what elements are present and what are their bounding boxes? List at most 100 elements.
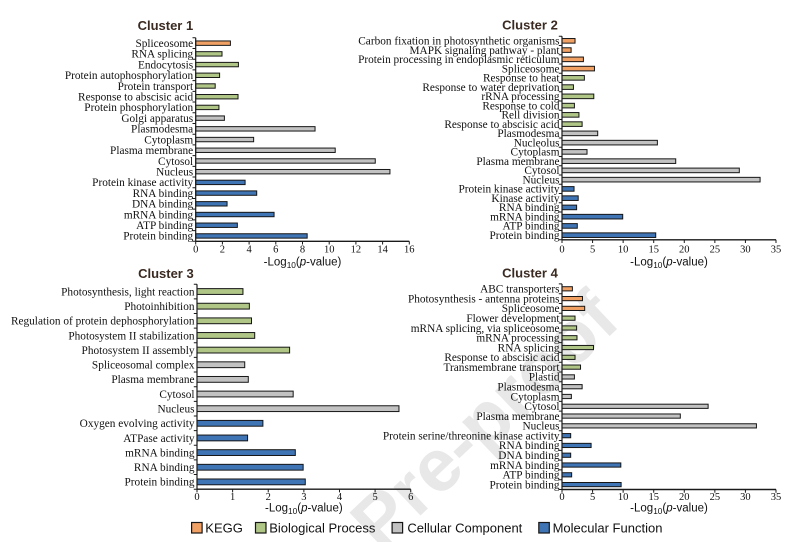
svg-text:RNA splicing: RNA splicing <box>498 342 560 354</box>
svg-text:Spliceosomal complex: Spliceosomal complex <box>92 360 195 372</box>
svg-text:Cytoplasm: Cytoplasm <box>144 134 193 146</box>
svg-text:2: 2 <box>266 492 271 503</box>
svg-text:3: 3 <box>301 492 306 503</box>
svg-text:Response to abscisic acid: Response to abscisic acid <box>444 119 559 131</box>
svg-text:2: 2 <box>220 244 225 255</box>
svg-text:4: 4 <box>337 492 343 503</box>
svg-text:Response to abscisic acid: Response to abscisic acid <box>444 352 559 364</box>
svg-text:25: 25 <box>710 492 721 503</box>
svg-text:5: 5 <box>590 244 595 255</box>
svg-text:8: 8 <box>300 244 305 255</box>
svg-text:Response to water deprivation: Response to water deprivation <box>422 82 559 94</box>
svg-text:ATPase activity: ATPase activity <box>123 433 195 445</box>
svg-text:Oxygen evolving activity: Oxygen evolving activity <box>80 418 195 430</box>
svg-text:20: 20 <box>679 492 690 503</box>
svg-text:Nucleus: Nucleus <box>156 166 193 178</box>
svg-text:25: 25 <box>710 244 721 255</box>
svg-text:0: 0 <box>193 244 198 255</box>
svg-text:Cluster 1: Cluster 1 <box>138 18 194 33</box>
svg-text:Plasmodesma: Plasmodesma <box>497 128 559 140</box>
svg-text:Response to abscisic acid: Response to abscisic acid <box>78 92 193 104</box>
svg-text:Photosystem II stabilization: Photosystem II stabilization <box>68 330 194 342</box>
svg-text:16: 16 <box>404 244 415 255</box>
svg-text:Cytoplasm: Cytoplasm <box>511 391 560 403</box>
svg-text:Protein binding: Protein binding <box>125 477 195 489</box>
svg-text:mRNA binding: mRNA binding <box>125 447 195 459</box>
svg-text:RNA binding: RNA binding <box>499 202 560 214</box>
svg-text:Carbon fixation in photosynthe: Carbon fixation in photosynthetic organi… <box>358 36 559 48</box>
svg-text:Spliceosome: Spliceosome <box>502 303 560 315</box>
svg-text:mRNA splicing, via spliceosome: mRNA splicing, via spliceosome <box>411 323 560 335</box>
svg-text:Cluster 2: Cluster 2 <box>502 18 558 33</box>
svg-text:mRNA processing: mRNA processing <box>476 333 560 345</box>
svg-text:Rell division: Rell division <box>501 110 559 122</box>
svg-text:30: 30 <box>740 492 751 503</box>
svg-text:Plastid: Plastid <box>529 372 560 384</box>
svg-text:0: 0 <box>559 492 564 503</box>
svg-text:-Log10(p-value): -Log10(p-value) <box>630 503 708 517</box>
svg-text:RNA splicing: RNA splicing <box>131 49 193 61</box>
svg-text:Protein kinase activity: Protein kinase activity <box>92 177 193 189</box>
svg-text:Plasma membrane: Plasma membrane <box>476 411 559 423</box>
svg-text:Nucleus: Nucleus <box>522 174 559 186</box>
svg-text:Nucleus: Nucleus <box>522 421 559 433</box>
svg-text:Cluster 3: Cluster 3 <box>138 266 194 281</box>
svg-text:15: 15 <box>648 244 659 255</box>
svg-text:20: 20 <box>679 244 690 255</box>
svg-text:Protein serine/threonine kinas: Protein serine/threonine kinase activity <box>383 430 560 442</box>
svg-text:Nucleus: Nucleus <box>157 403 194 415</box>
svg-text:0: 0 <box>559 244 564 255</box>
svg-text:rRNA processing: rRNA processing <box>481 91 559 103</box>
svg-text:Plasmodesma: Plasmodesma <box>131 124 193 136</box>
svg-text:6: 6 <box>408 492 413 503</box>
svg-text:Plasmodesma: Plasmodesma <box>497 382 559 394</box>
svg-text:DNA binding: DNA binding <box>498 450 560 462</box>
svg-text:Flower development: Flower development <box>466 313 560 325</box>
svg-text:Plasma membrane: Plasma membrane <box>476 156 559 168</box>
svg-text:10: 10 <box>618 492 629 503</box>
svg-text:Transmembrane transport: Transmembrane transport <box>444 362 561 374</box>
svg-text:ABC transporters: ABC transporters <box>480 284 559 296</box>
svg-text:Protein autophosphorylation: Protein autophosphorylation <box>65 70 194 82</box>
svg-text:Cluster 4: Cluster 4 <box>502 266 558 281</box>
svg-text:0: 0 <box>194 492 199 503</box>
svg-text:Endocytosis: Endocytosis <box>138 59 193 71</box>
svg-text:Cytosol: Cytosol <box>524 401 559 413</box>
svg-text:DNA binding: DNA binding <box>132 199 194 211</box>
svg-text:-Log10(p-value): -Log10(p-value) <box>630 256 708 270</box>
svg-text:Spliceosome: Spliceosome <box>502 63 560 75</box>
svg-text:30: 30 <box>740 244 751 255</box>
svg-text:35: 35 <box>771 244 782 255</box>
svg-text:10: 10 <box>618 244 629 255</box>
svg-text:Biological Process: Biological Process <box>269 520 376 535</box>
svg-text:Golgi apparatus: Golgi apparatus <box>121 113 193 125</box>
svg-text:ATP binding: ATP binding <box>136 220 193 232</box>
svg-text:Molecular Function: Molecular Function <box>553 520 663 535</box>
svg-text:mRNA binding: mRNA binding <box>124 209 194 221</box>
svg-text:Regulation of protein dephosph: Regulation of protein dephosphorylation <box>11 316 195 328</box>
svg-text:Protein binding: Protein binding <box>490 230 560 242</box>
svg-text:12: 12 <box>351 244 362 255</box>
svg-text:mRNA binding: mRNA binding <box>490 460 560 472</box>
svg-text:Protein binding: Protein binding <box>123 231 193 243</box>
svg-text:5: 5 <box>372 492 377 503</box>
svg-text:Plasma membrane: Plasma membrane <box>110 145 193 157</box>
svg-text:1: 1 <box>230 492 235 503</box>
svg-text:mRNA binding: mRNA binding <box>490 211 560 223</box>
svg-text:KEGG: KEGG <box>205 520 243 535</box>
svg-text:Protein binding: Protein binding <box>490 479 560 491</box>
svg-text:4: 4 <box>246 244 252 255</box>
svg-text:Photosynthesis - antenna prote: Photosynthesis - antenna proteins <box>408 293 560 305</box>
svg-text:5: 5 <box>590 492 595 503</box>
svg-text:14: 14 <box>377 244 388 255</box>
svg-text:Protein kinase activity: Protein kinase activity <box>458 184 559 196</box>
svg-text:35: 35 <box>771 492 782 503</box>
svg-text:Kinase activity: Kinase activity <box>491 193 559 205</box>
svg-text:Cellular Component: Cellular Component <box>407 520 522 535</box>
svg-text:-Log10(p-value): -Log10(p-value) <box>264 256 342 270</box>
svg-text:Cytosol: Cytosol <box>524 165 559 177</box>
svg-text:Protein transport: Protein transport <box>118 81 194 93</box>
svg-text:Response to heat: Response to heat <box>483 73 560 85</box>
svg-text:Photosynthesis, light reaction: Photosynthesis, light reaction <box>61 286 195 298</box>
svg-text:MAPK signaling pathway - plant: MAPK signaling pathway - plant <box>410 45 561 57</box>
